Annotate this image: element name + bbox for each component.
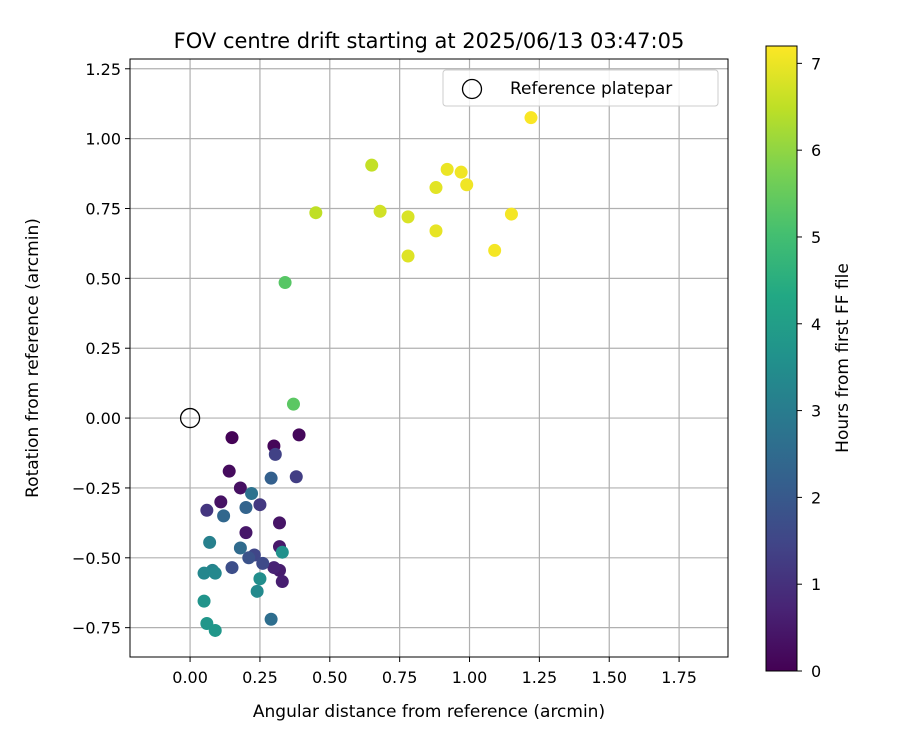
data-point <box>275 545 289 559</box>
colorbar-tick-label: 7 <box>811 54 821 73</box>
data-point <box>292 428 306 442</box>
data-point <box>401 249 415 263</box>
data-points <box>197 111 538 637</box>
y-tick-label: −0.50 <box>72 549 121 568</box>
data-point <box>278 276 292 290</box>
data-point <box>275 575 289 589</box>
data-point <box>454 165 468 179</box>
colorbar-tick-label: 6 <box>811 141 821 160</box>
y-axis-label: Rotation from reference (arcmin) <box>23 218 43 498</box>
colorbar-tick-label: 4 <box>811 315 821 334</box>
colorbar-tick-label: 0 <box>811 662 821 681</box>
data-point <box>208 623 222 637</box>
y-tick-label: −0.25 <box>72 479 121 498</box>
data-point <box>250 584 264 598</box>
data-point <box>200 503 214 517</box>
data-point <box>488 243 502 257</box>
colorbar-tick-label: 1 <box>811 575 821 594</box>
data-point <box>208 566 222 580</box>
data-point <box>460 178 474 192</box>
data-point <box>429 181 443 195</box>
y-tick-label: 0.25 <box>85 339 121 358</box>
data-point <box>264 471 278 485</box>
data-point <box>373 204 387 218</box>
data-point <box>245 487 259 501</box>
x-tick-label: 1.00 <box>452 668 488 687</box>
colorbar-tick-label: 3 <box>811 402 821 421</box>
data-point <box>264 612 278 626</box>
y-tick-label: 1.25 <box>85 60 121 79</box>
x-axis-ticks: 0.00 0.25 0.50 0.75 1.00 1.25 1.50 1.75 <box>172 657 697 687</box>
legend: Reference platepar <box>442 69 719 107</box>
x-tick-label: 0.50 <box>312 668 348 687</box>
legend-box <box>442 69 719 107</box>
data-point <box>268 447 282 461</box>
colorbar-tick-label: 5 <box>811 228 821 247</box>
data-point <box>197 566 211 580</box>
data-point <box>233 541 247 555</box>
data-point <box>253 498 267 512</box>
data-point <box>365 158 379 172</box>
colorbar-gradient <box>765 45 798 672</box>
y-tick-label: 0.50 <box>85 269 121 288</box>
legend-entry-reference-platepar: Reference platepar <box>510 79 672 99</box>
colorbar-tick-label: 2 <box>811 488 821 507</box>
x-tick-label: 0.00 <box>172 668 208 687</box>
data-point <box>267 561 281 575</box>
data-point <box>440 162 454 176</box>
y-tick-label: 1.00 <box>85 130 121 149</box>
y-tick-label: 0.00 <box>85 409 121 428</box>
data-point <box>273 516 286 530</box>
data-point <box>225 431 239 445</box>
legend-reference-marker <box>461 78 483 100</box>
reference-marker-layer <box>179 407 201 429</box>
colorbar: 0 1 2 3 4 5 6 7 Hours from first FF file <box>765 45 853 681</box>
data-point <box>233 481 247 495</box>
data-point <box>203 535 217 549</box>
data-point <box>217 509 231 523</box>
data-point <box>197 594 211 608</box>
data-point <box>309 206 323 220</box>
data-point <box>239 526 253 540</box>
x-tick-label: 0.25 <box>242 668 278 687</box>
data-point <box>524 111 538 125</box>
chart-title: FOV centre drift starting at 2025/06/13 … <box>174 29 685 53</box>
data-point <box>429 224 443 238</box>
data-point <box>225 561 239 575</box>
y-tick-label: 0.75 <box>85 200 121 219</box>
x-tick-label: 1.25 <box>522 668 558 687</box>
x-tick-label: 1.50 <box>591 668 627 687</box>
data-point <box>286 397 300 411</box>
data-point <box>239 501 253 514</box>
y-axis-ticks: 1.25 1.00 0.75 0.50 0.25 0.00 −0.25 −0.50 −0.75 <box>72 60 130 638</box>
grid <box>130 59 728 657</box>
data-point <box>222 464 236 478</box>
data-point <box>289 470 303 484</box>
y-tick-label: −0.75 <box>72 619 121 638</box>
reference-platepar-marker <box>179 407 201 429</box>
data-point <box>242 551 256 565</box>
data-point <box>253 572 267 586</box>
colorbar-label: Hours from first FF file <box>833 263 853 453</box>
plot-frame <box>129 58 729 658</box>
data-point <box>214 495 228 509</box>
data-point <box>256 556 270 570</box>
data-point <box>401 210 415 224</box>
x-axis-label: Angular distance from reference (arcmin) <box>253 702 605 722</box>
x-tick-label: 1.75 <box>661 668 697 687</box>
x-tick-label: 0.75 <box>382 668 418 687</box>
colorbar-ticks: 0 1 2 3 4 5 6 7 <box>797 54 821 681</box>
data-point <box>504 207 518 221</box>
